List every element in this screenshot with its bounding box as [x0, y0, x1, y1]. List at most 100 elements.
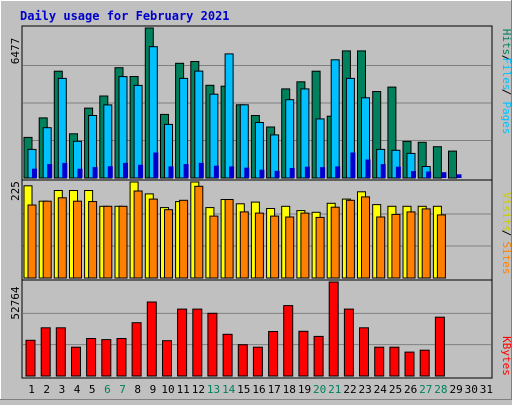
pages-bar [77, 168, 83, 178]
kbytes-bar [25, 339, 36, 377]
pages-bar [335, 166, 341, 178]
sites-bar [148, 198, 158, 279]
bars [23, 27, 462, 377]
legend-sep-1: / [500, 55, 512, 62]
x-label-day: 12 [192, 383, 205, 396]
x-label-day: 27 [419, 383, 432, 396]
pages-bar [92, 167, 98, 178]
legend-visits: Visits [500, 192, 512, 232]
pages-bar [153, 152, 159, 178]
x-label-day: 25 [389, 383, 402, 396]
x-label-day: 20 [313, 383, 326, 396]
kbytes-bar [146, 301, 157, 377]
x-label-day: 15 [237, 383, 250, 396]
kbytes-bar [40, 327, 51, 377]
sites-bar [436, 214, 446, 279]
x-label-day: 28 [434, 383, 447, 396]
x-label-day: 1 [28, 383, 35, 396]
kbytes-bar [55, 327, 66, 377]
sites-bar [103, 205, 113, 279]
x-label-day: 13 [207, 383, 220, 396]
pages-bar [138, 164, 144, 178]
x-label-day: 6 [104, 383, 111, 396]
kbytes-bar [101, 339, 112, 377]
sites-bar [194, 185, 204, 279]
pages-bar [47, 164, 53, 178]
files-bar [254, 122, 264, 179]
kbytes-bar [71, 346, 81, 377]
pages-bar [380, 164, 386, 178]
pages-bar [426, 171, 432, 178]
x-label-day: 31 [480, 383, 493, 396]
files-bar [300, 88, 310, 179]
pages-bar [456, 174, 462, 178]
pages-bar [229, 166, 235, 178]
pages-bar [304, 166, 310, 178]
sites-bar [88, 201, 98, 279]
x-label-day: 30 [465, 383, 478, 396]
x-label-day: 2 [43, 383, 50, 396]
pages-bar [350, 152, 356, 178]
x-label-day: 23 [358, 383, 371, 396]
legend-files: Files [500, 57, 512, 90]
kbytes-bar [162, 340, 172, 377]
kbytes-bar [177, 308, 188, 377]
legend-pages: Pages [500, 101, 512, 134]
kbytes-bar [237, 344, 248, 377]
pages-bar [32, 168, 37, 178]
pages-bar [365, 159, 371, 178]
kbytes-bar [374, 346, 385, 377]
pages-bar [123, 162, 128, 178]
x-label-day: 5 [89, 383, 96, 396]
sites-bar [421, 208, 431, 279]
kbytes-bar [192, 308, 203, 377]
sites-bar [57, 197, 67, 279]
x-label-day: 19 [298, 383, 311, 396]
sites-bar [361, 196, 370, 279]
files-bar [239, 104, 249, 179]
sites-bar [285, 216, 295, 279]
files-bar [209, 93, 219, 179]
files-bar [330, 59, 340, 179]
visits-ymax-label: 225 [9, 181, 22, 201]
pages-bar [62, 162, 68, 178]
sites-bar [118, 205, 128, 279]
sites-bar [270, 215, 280, 279]
pages-bar [168, 166, 174, 178]
pages-bar [395, 166, 401, 178]
sites-bar [27, 204, 37, 279]
pages-bar [198, 162, 204, 178]
sites-bar [376, 216, 386, 279]
pages-bar [213, 165, 219, 178]
sites-bar [239, 211, 249, 279]
kbytes-bar [131, 322, 142, 377]
pages-bar [274, 170, 280, 178]
files-bar [133, 84, 143, 179]
x-label-day: 16 [252, 383, 265, 396]
kbytes-bar [404, 351, 415, 377]
x-label-day: 18 [283, 383, 296, 396]
kbytes-bar [298, 330, 309, 377]
sites-bar [73, 200, 82, 279]
pages-bar [183, 164, 189, 178]
kbytes-bar [313, 335, 324, 377]
pages-bar [107, 166, 113, 178]
kbytes-bar [434, 316, 445, 377]
kbytes-bar [222, 333, 233, 377]
sites-bar [209, 215, 219, 279]
kbytes-bar [283, 305, 294, 377]
sites-bar [391, 213, 401, 279]
pages-bar [441, 172, 447, 178]
files-bar [194, 70, 204, 179]
kbytes-bar [328, 281, 339, 377]
x-label-day: 22 [343, 383, 356, 396]
sites-bar [42, 200, 52, 279]
legend-sep-2: / [500, 89, 512, 96]
legend-kbytes: KBytes [500, 336, 512, 376]
x-label-day: 10 [161, 383, 174, 396]
sites-bar [300, 212, 310, 279]
legend-sites: Sites [500, 241, 512, 274]
sites-bar [224, 199, 234, 279]
hits-bar [432, 146, 442, 179]
